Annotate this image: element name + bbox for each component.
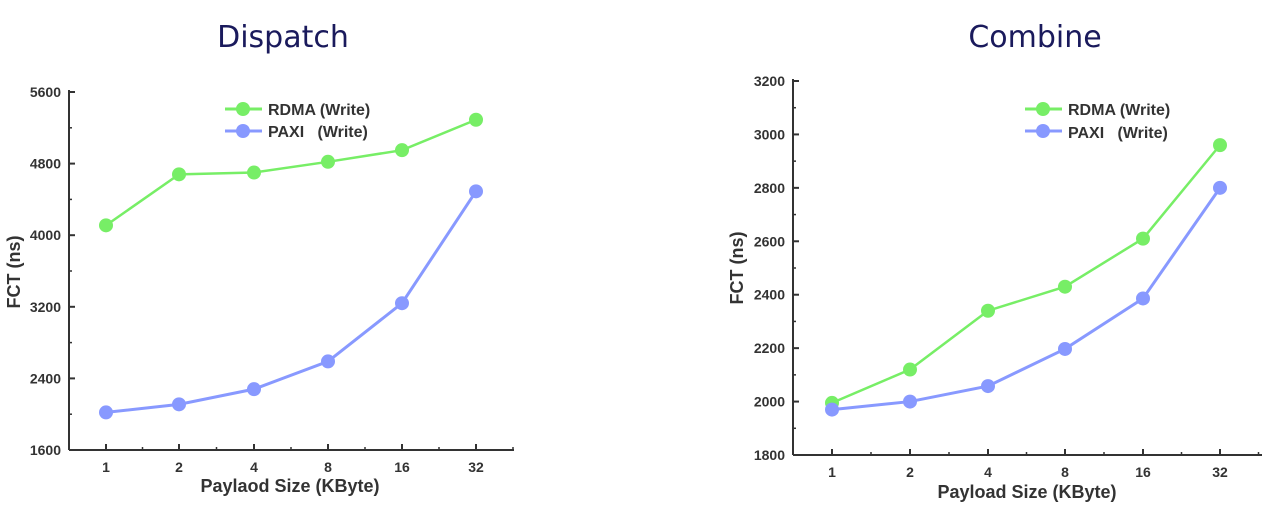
x-tick-label-dispatch: 4 [250, 459, 258, 475]
y-tick-label-dispatch: 1600 [30, 442, 61, 458]
data-point-paxi-dispatch [469, 184, 483, 199]
data-point-paxi-dispatch [321, 354, 335, 369]
y-tick-label-combine: 2600 [754, 233, 785, 249]
x-tick-label-combine: 8 [1061, 464, 1069, 480]
data-point-rdma-dispatch [469, 112, 483, 127]
data-point-paxi-combine [981, 379, 995, 394]
x-axis-label-combine: Payload Size (KByte) [937, 482, 1116, 502]
data-point-paxi-dispatch [247, 382, 261, 397]
data-point-paxi-combine [1136, 291, 1150, 306]
data-point-rdma-dispatch [172, 167, 186, 182]
y-tick-label-combine: 2800 [754, 180, 785, 196]
data-point-rdma-dispatch [395, 143, 409, 158]
data-point-paxi-combine [1058, 341, 1072, 356]
legend-marker-paxi-combine [1036, 124, 1050, 138]
x-tick-label-dispatch: 1 [102, 459, 110, 475]
legend-label-paxi-combine: PAXI (Write) [1068, 125, 1168, 142]
x-tick-label-dispatch: 2 [175, 459, 183, 475]
y-axis-label-dispatch: FCT (ns) [4, 236, 24, 309]
data-point-rdma-combine [1058, 279, 1072, 294]
data-point-paxi-dispatch [395, 296, 409, 311]
data-point-paxi-combine [825, 402, 839, 417]
series-line-paxi-dispatch [105, 190, 478, 414]
x-tick-label-combine: 16 [1135, 464, 1151, 480]
x-tick-label-combine: 1 [828, 464, 836, 480]
legend-label-rdma-combine: RDMA (Write) [1068, 102, 1170, 119]
data-point-rdma-combine [1213, 138, 1227, 153]
x-tick-label-combine: 4 [984, 464, 992, 480]
data-point-paxi-dispatch [99, 405, 113, 420]
x-tick-label-dispatch: 16 [394, 459, 410, 475]
x-tick-label-dispatch: 8 [324, 459, 332, 475]
data-point-paxi-combine [903, 394, 917, 409]
y-tick-label-dispatch: 4000 [30, 227, 61, 243]
legend-marker-paxi-dispatch [236, 124, 250, 138]
data-point-rdma-combine [981, 303, 995, 318]
y-tick-label-combine: 2000 [754, 394, 785, 410]
series-line-rdma-combine [831, 144, 1221, 405]
legend-marker-rdma-combine [1036, 102, 1050, 116]
y-tick-label-combine: 1800 [754, 447, 785, 463]
y-tick-label-combine: 3000 [754, 126, 785, 142]
y-tick-label-combine: 2200 [754, 340, 785, 356]
data-point-rdma-dispatch [247, 165, 261, 180]
chart-title-combine: Combine [968, 20, 1101, 55]
data-point-rdma-combine [1136, 231, 1150, 246]
y-tick-label-dispatch: 5600 [30, 84, 61, 100]
x-tick-label-dispatch: 32 [468, 459, 484, 475]
y-tick-label-combine: 2400 [754, 287, 785, 303]
x-tick-label-combine: 2 [906, 464, 914, 480]
y-tick-label-combine: 3200 [754, 73, 785, 89]
data-point-paxi-combine [1213, 180, 1227, 195]
series-line-paxi-combine [831, 187, 1222, 412]
y-tick-label-dispatch: 3200 [30, 299, 61, 315]
y-tick-label-dispatch: 4800 [30, 156, 61, 172]
series-line-rdma-dispatch [105, 118, 477, 227]
legend-label-rdma-dispatch: RDMA (Write) [268, 102, 370, 119]
data-point-rdma-dispatch [321, 154, 335, 169]
y-axis-label-combine: FCT (ns) [727, 232, 747, 305]
y-tick-label-dispatch: 2400 [30, 370, 61, 386]
legend-label-paxi-dispatch: PAXI (Write) [268, 124, 368, 141]
data-point-paxi-dispatch [172, 397, 186, 412]
chart-title-dispatch: Dispatch [217, 20, 349, 55]
data-point-rdma-dispatch [99, 218, 113, 233]
data-point-rdma-combine [903, 362, 917, 377]
x-tick-label-combine: 32 [1212, 464, 1228, 480]
legend-marker-rdma-dispatch [236, 102, 250, 116]
x-axis-label-dispatch: Paylaod Size (KByte) [200, 476, 379, 496]
